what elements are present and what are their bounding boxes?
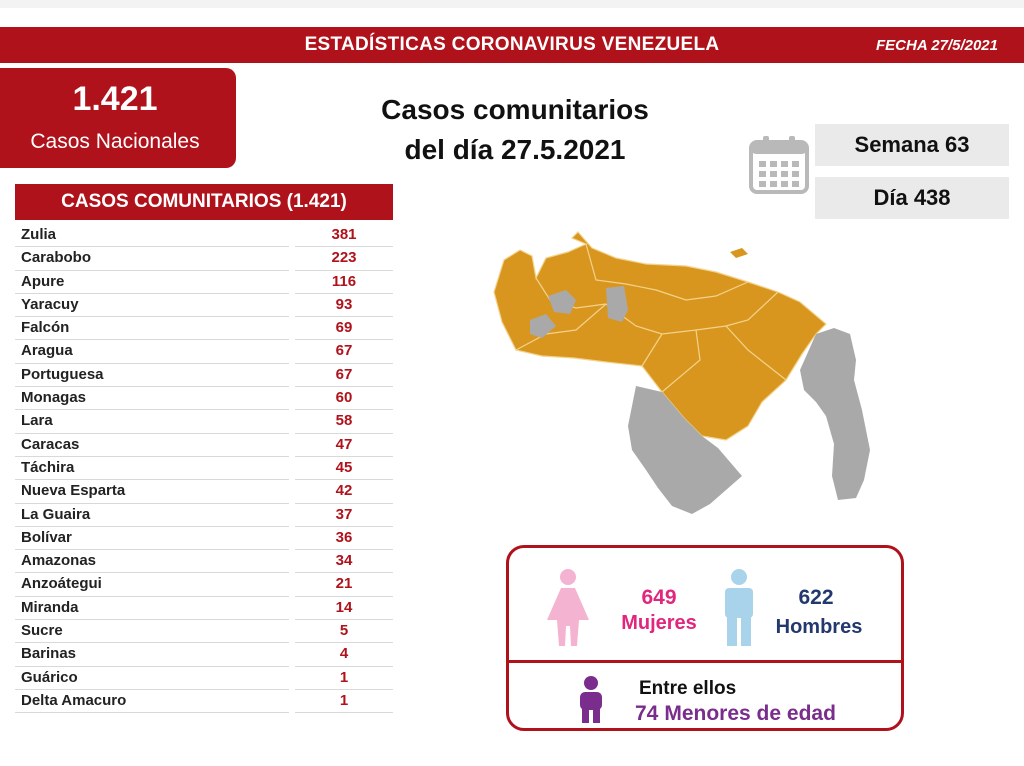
map-gray-delta	[800, 328, 870, 500]
state-name: Apure	[15, 271, 289, 294]
state-name: Aragua	[15, 340, 289, 364]
map-gray-trujillo	[548, 290, 576, 314]
state-cases: 116	[295, 271, 393, 294]
female-figure-icon	[547, 569, 589, 646]
state-name: Sucre	[15, 620, 289, 644]
table-row: Yaracuy 93	[15, 294, 393, 318]
header-title: ESTADÍSTICAS CORONAVIRUS VENEZUELA	[304, 34, 720, 55]
state-name: Amazonas	[15, 550, 289, 574]
table-row: Nueva Esparta 42	[15, 480, 393, 504]
map-gray-cojedes	[606, 286, 628, 322]
table-row: Aragua 67	[15, 340, 393, 364]
gender-summary-box: 649 Mujeres 622 Hombres Entre ellos 74 Me…	[506, 545, 904, 731]
community-cases-table: Zulia 381 Carabobo 223 Apure 116 Yaracuy 93 Falc…	[15, 224, 393, 714]
state-cases: 69	[295, 317, 393, 341]
state-name: Guárico	[15, 667, 289, 690]
state-cases: 223	[295, 247, 393, 271]
state-name: Delta Amacuro	[15, 690, 289, 714]
state-cases: 58	[295, 410, 393, 434]
table-row: Miranda 14	[15, 597, 393, 621]
state-name: La Guaira	[15, 504, 289, 527]
venezuela-map	[493, 231, 870, 514]
state-cases: 36	[295, 527, 393, 551]
state-name: Barinas	[15, 643, 289, 667]
state-cases: 5	[295, 620, 393, 644]
table-row: Delta Amacuro 1	[15, 690, 393, 714]
gender-box-divider	[509, 660, 901, 663]
female-label: Mujeres	[621, 612, 697, 634]
national-cases-box: 1.421 Casos Nacionales	[0, 68, 236, 168]
state-cases: 1	[295, 690, 393, 714]
map-gray-amazonas	[628, 386, 742, 514]
headline-line1: Casos comunitarios	[381, 94, 649, 125]
female-count: 649	[641, 586, 677, 609]
map-gray-merida	[530, 314, 556, 338]
state-name: Caracas	[15, 434, 289, 457]
day-indicator: Día 438	[815, 177, 1009, 219]
table-row: Apure 116	[15, 271, 393, 294]
state-name: Yaracuy	[15, 294, 289, 318]
table-row: Barinas 4	[15, 643, 393, 667]
header-banner: ESTADÍSTICAS CORONAVIRUS VENEZUELA FECHA…	[0, 27, 1024, 63]
header-date: FECHA 27/5/2021	[875, 37, 998, 54]
table-row: Falcón 69	[15, 317, 393, 341]
frame-top-bar	[0, 0, 1024, 8]
state-name: Nueva Esparta	[15, 480, 289, 504]
table-row: Carabobo 223	[15, 247, 393, 271]
table-row: Bolívar 36	[15, 527, 393, 551]
headline: Casos comunitarios del día 27.5.2021	[330, 90, 700, 170]
table-row: La Guaira 37	[15, 504, 393, 527]
state-name: Táchira	[15, 457, 289, 481]
state-cases: 67	[295, 340, 393, 364]
table-row: Amazonas 34	[15, 550, 393, 574]
table-row: Anzoátegui 21	[15, 573, 393, 597]
national-cases-label: Casos Nacionales	[30, 130, 200, 153]
state-name: Monagas	[15, 387, 289, 411]
state-cases: 34	[295, 550, 393, 574]
child-figure-icon	[580, 676, 602, 723]
week-indicator: Semana 63	[815, 124, 1009, 166]
state-cases: 60	[295, 387, 393, 411]
state-name: Anzoátegui	[15, 573, 289, 597]
state-cases: 37	[295, 504, 393, 527]
state-cases: 42	[295, 480, 393, 504]
minors-label: Menores de edad	[664, 702, 836, 725]
state-name: Miranda	[15, 597, 289, 621]
state-cases: 67	[295, 364, 393, 388]
table-row: Sucre 5	[15, 620, 393, 644]
state-cases: 1	[295, 667, 393, 690]
table-row: Lara 58	[15, 410, 393, 434]
minors-count: 74	[635, 702, 659, 725]
table-row: Táchira 45	[15, 457, 393, 481]
state-cases: 4	[295, 643, 393, 667]
male-count: 622	[798, 586, 834, 609]
male-figure-icon	[725, 569, 753, 646]
minors-intro: Entre ellos	[639, 678, 737, 699]
minors-line: 74 Menores de edad	[635, 702, 836, 726]
national-cases-count: 1.421	[72, 80, 158, 118]
state-name: Bolívar	[15, 527, 289, 551]
map-island-nueva-esparta	[730, 248, 748, 258]
state-name: Portuguesa	[15, 364, 289, 388]
state-cases: 381	[295, 224, 393, 248]
table-row: Guárico 1	[15, 667, 393, 690]
table-row: Zulia 381	[15, 224, 393, 248]
male-label: Hombres	[775, 616, 863, 638]
table-row: Monagas 60	[15, 387, 393, 411]
table-row: Portuguesa 67	[15, 364, 393, 388]
state-cases: 14	[295, 597, 393, 621]
state-name: Zulia	[15, 224, 289, 248]
state-cases: 93	[295, 294, 393, 318]
state-cases: 47	[295, 434, 393, 457]
headline-line2: del día 27.5.2021	[404, 134, 626, 165]
state-cases: 45	[295, 457, 393, 481]
state-name: Carabobo	[15, 247, 289, 271]
table-row: Caracas 47	[15, 434, 393, 457]
community-cases-table-title: CASOS COMUNITARIOS (1.421)	[15, 184, 393, 220]
state-name: Falcón	[15, 317, 289, 341]
calendar-icon	[749, 136, 809, 194]
state-cases: 21	[295, 573, 393, 597]
state-name: Lara	[15, 410, 289, 434]
